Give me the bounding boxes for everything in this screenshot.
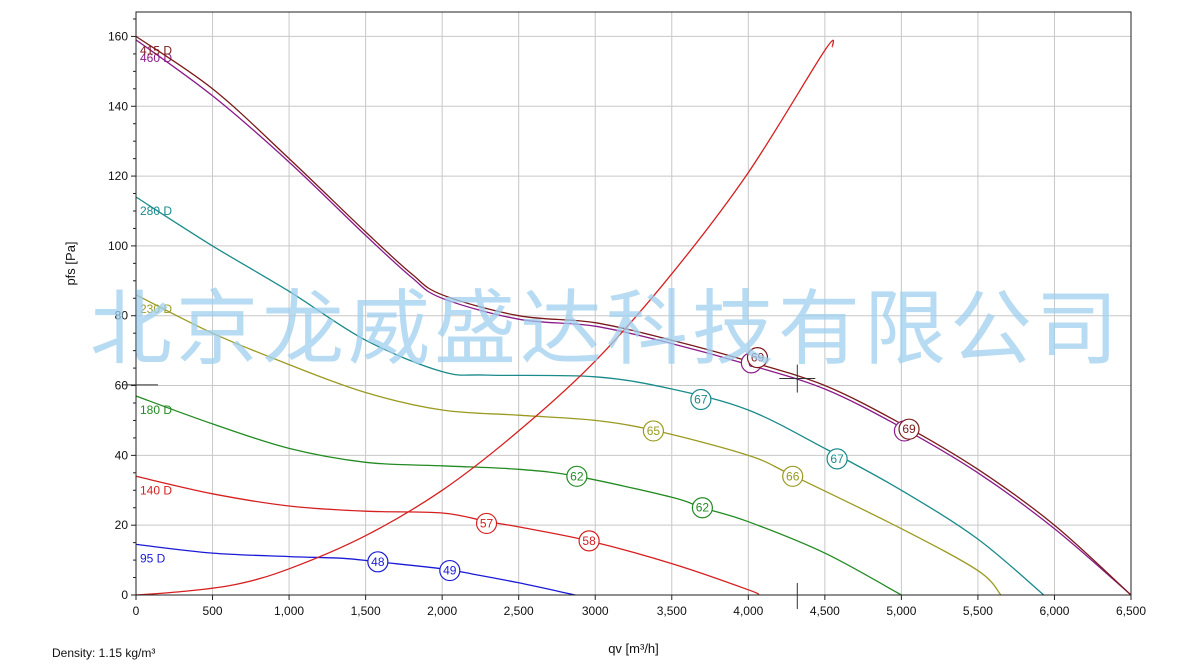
noise-marker-label: 69 bbox=[902, 422, 916, 436]
x-tick-label: 3000 bbox=[582, 604, 609, 618]
y-tick-label: 80 bbox=[115, 309, 129, 323]
series-line-180-d bbox=[135, 395, 902, 596]
noise-marker-label: 62 bbox=[570, 469, 584, 483]
x-tick-label: 500 bbox=[203, 604, 223, 618]
noise-marker-circle bbox=[367, 551, 389, 573]
noise-marker: 48 bbox=[367, 551, 389, 573]
x-tick-label: 0 bbox=[133, 604, 140, 618]
noise-marker: 62 bbox=[566, 465, 588, 487]
noise-marker-label: 69 bbox=[751, 351, 765, 365]
noise-marker-label: 57 bbox=[480, 516, 494, 530]
series-label-230-d: 230 D bbox=[140, 302, 172, 316]
noise-marker: 49 bbox=[439, 559, 461, 582]
noise-marker-label: 58 bbox=[582, 534, 596, 548]
x-tick-label: 2,500 bbox=[504, 604, 534, 618]
y-tick-label: 120 bbox=[108, 169, 128, 183]
x-tick-label: 2,000 bbox=[427, 604, 457, 618]
noise-marker-label: 49 bbox=[443, 564, 457, 578]
marker-layer: 66696967676566626257584849 bbox=[367, 347, 920, 582]
noise-marker-label: 62 bbox=[696, 501, 710, 515]
x-tick-label: 6,500 bbox=[1116, 604, 1146, 618]
noise-marker-label: 67 bbox=[694, 393, 708, 407]
noise-marker-label: 65 bbox=[647, 424, 661, 438]
watermark-text: 北京龙威盛达科技有限公司 bbox=[90, 282, 1122, 377]
x-tick-label: 5,500 bbox=[963, 604, 993, 618]
noise-marker-label: 48 bbox=[371, 555, 385, 569]
series-line-230-d bbox=[135, 294, 1002, 596]
x-tick-label: 4,500 bbox=[810, 604, 840, 618]
noise-marker: 58 bbox=[578, 530, 600, 552]
plot-frame bbox=[135, 11, 1132, 596]
noise-marker-circle bbox=[566, 465, 588, 487]
x-tick-label: 5,000 bbox=[886, 604, 916, 618]
noise-marker-circle bbox=[690, 388, 712, 411]
noise-marker: 65 bbox=[642, 420, 665, 442]
y-tick-label: 0 bbox=[121, 588, 128, 602]
operating-point-cursor bbox=[122, 364, 816, 609]
noise-marker: 66 bbox=[782, 465, 804, 487]
noise-marker-label: 67 bbox=[830, 452, 844, 466]
series-label-415-d: 415 D bbox=[140, 43, 172, 57]
noise-marker-circle bbox=[578, 530, 600, 552]
x-tick-label: 1,000 bbox=[274, 604, 304, 618]
noise-marker: 69 bbox=[898, 418, 920, 440]
x-tick-label: 1,500 bbox=[351, 604, 381, 618]
density-note: Density: 1.15 kg/m³ bbox=[52, 646, 156, 660]
noise-marker-circle bbox=[439, 559, 461, 582]
series-label-95-d: 95 D bbox=[140, 551, 166, 565]
series-line-280-d bbox=[135, 196, 1045, 596]
noise-marker: 67 bbox=[826, 448, 848, 470]
noise-marker: 67 bbox=[690, 388, 712, 411]
noise-marker-circle bbox=[826, 448, 848, 470]
y-tick-label: 160 bbox=[108, 29, 128, 43]
series-label-140-d: 140 D bbox=[140, 483, 172, 497]
series-line-system bbox=[135, 39, 835, 596]
noise-marker: 57 bbox=[475, 512, 498, 535]
y-tick-label: 40 bbox=[115, 448, 129, 462]
series-line-95-d bbox=[135, 543, 576, 596]
noise-marker-circle bbox=[475, 512, 498, 535]
noise-marker-circle bbox=[642, 420, 665, 442]
noise-marker: 62 bbox=[691, 497, 713, 519]
y-tick-label: 100 bbox=[108, 239, 128, 253]
series-line-460-d bbox=[135, 39, 1132, 596]
y-tick-label: 140 bbox=[108, 99, 128, 113]
x-axis-label: qv [m³/h] bbox=[608, 641, 659, 656]
noise-marker-label: 66 bbox=[786, 469, 800, 483]
noise-marker: 69 bbox=[746, 347, 769, 369]
x-tick-label: 4,000 bbox=[733, 604, 763, 618]
noise-marker-circle bbox=[691, 497, 713, 519]
series-label-180-d: 180 D bbox=[140, 403, 172, 417]
y-tick-label: 20 bbox=[115, 518, 129, 532]
noise-marker-circle bbox=[898, 418, 920, 440]
x-tick-label: 3,500 bbox=[657, 604, 687, 618]
series-line-415-d bbox=[135, 35, 1132, 596]
x-tick-label: 6,000 bbox=[1039, 604, 1069, 618]
series-label-280-d: 280 D bbox=[140, 204, 172, 218]
y-axis-label: pfs [Pa] bbox=[63, 241, 78, 285]
noise-marker-circle bbox=[746, 347, 769, 369]
y-tick-label: 60 bbox=[115, 379, 129, 393]
noise-marker-circle bbox=[782, 465, 804, 487]
